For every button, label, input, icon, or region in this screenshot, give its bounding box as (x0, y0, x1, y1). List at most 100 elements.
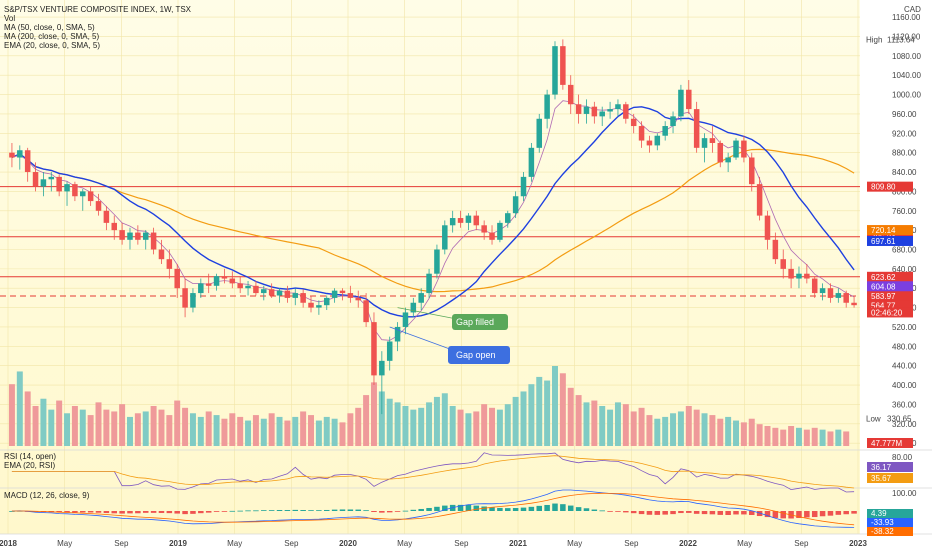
candle-body (166, 259, 173, 269)
price-tick-label: 640.00 (892, 265, 917, 274)
legend-rsi-ema: EMA (20, RSI) (4, 461, 55, 470)
x-tick-label: 2022 (679, 539, 697, 548)
volume-bar (677, 411, 684, 446)
price-tag-label: 604.08 (871, 282, 896, 291)
ma200-line (11, 148, 855, 293)
candle-body (741, 140, 747, 158)
candle-body (733, 140, 739, 158)
candle-body (221, 276, 228, 279)
volume-bar (630, 411, 637, 446)
volume-bar (229, 413, 236, 446)
volume-bar (174, 400, 181, 446)
level-tag (867, 181, 913, 192)
candle-body (418, 293, 424, 303)
candle-body (135, 232, 141, 240)
volume-bar (355, 407, 362, 446)
volume-bar (87, 415, 94, 446)
macd-histogram-bar (709, 511, 716, 515)
volume-bar (103, 409, 110, 446)
macd-tick-label: 100.00 (892, 489, 917, 498)
macd-histogram-bar (638, 511, 645, 515)
volume-bar (315, 420, 322, 446)
candle-body (473, 215, 480, 226)
macd-histogram-bar (662, 511, 668, 515)
candle-body (497, 222, 503, 240)
macd-signal-tag (867, 527, 913, 536)
macd-histogram-bar (693, 511, 700, 514)
candle-body (536, 118, 543, 148)
macd-histogram-bar (111, 511, 118, 514)
candle-body (190, 293, 196, 308)
macd-histogram-bar (64, 511, 70, 513)
price-tick-label: 840.00 (892, 168, 917, 177)
candle-body (772, 239, 779, 260)
candle-body (505, 213, 511, 223)
price-tag-label: 720.14 (871, 226, 896, 235)
candle-body (9, 152, 15, 158)
macd-histogram-bar (119, 511, 125, 514)
volume-bar (670, 413, 677, 446)
candle-body (213, 276, 220, 286)
macd-histogram-bar (819, 511, 826, 517)
candle-body (386, 341, 393, 361)
volume-bar (323, 416, 330, 446)
volume-bar (709, 415, 716, 446)
volume-bar (111, 411, 118, 446)
volume-bar (614, 402, 621, 446)
candle-body (198, 283, 204, 294)
candle-body (426, 273, 432, 294)
low-value: 330.65 (887, 415, 912, 424)
macd-histogram-bar (835, 511, 842, 515)
price-tick-label: 1080.00 (892, 52, 921, 61)
price-tick-label: 960.00 (892, 110, 917, 119)
macd-histogram-bar (363, 510, 369, 512)
legend-vol: Vol (4, 14, 15, 23)
volume-bar (780, 429, 787, 446)
macd-histogram-bar (481, 506, 487, 511)
candle-body (363, 300, 369, 323)
candle-body (174, 268, 180, 289)
volume-bar (331, 418, 338, 446)
macd-histogram-bar (292, 509, 299, 511)
macd-signal-line (11, 492, 855, 526)
macd-histogram-bar (300, 510, 306, 511)
candle-body (323, 297, 330, 306)
macd-hist-label: 4.39 (871, 509, 887, 518)
macd-histogram-bar (229, 510, 236, 512)
macd-line (11, 489, 855, 528)
candle-body (379, 360, 385, 376)
macd-histogram-bar (552, 503, 558, 511)
volume-bar (788, 426, 795, 446)
volume-bar (599, 406, 606, 446)
volume-bar (662, 416, 669, 446)
candle-body (717, 142, 724, 163)
candle-body (95, 201, 102, 211)
volume-bar (260, 418, 267, 446)
candle-body (607, 109, 613, 112)
volume-bar (654, 418, 661, 446)
volume-bar (189, 413, 196, 446)
volume-bar (496, 409, 503, 446)
candle-body (284, 290, 291, 298)
x-tick-label: Sep (624, 539, 639, 548)
candle-body (434, 249, 440, 274)
candle-body (457, 218, 464, 223)
candle-body (56, 176, 62, 192)
volume-bar (756, 424, 763, 446)
candle-body (158, 249, 165, 260)
volume-bar (292, 416, 299, 446)
macd-histogram-bar (843, 511, 849, 515)
macd-histogram-bar (166, 511, 173, 514)
volume-bar (64, 413, 71, 446)
macd-histogram-bar (174, 511, 180, 514)
price-tick-label: 680.00 (892, 245, 917, 254)
macd-histogram-bar (615, 511, 621, 512)
volume-bar (764, 426, 771, 446)
volume-bar (48, 409, 55, 446)
macd-histogram-bar (182, 511, 188, 515)
candle-body (843, 293, 849, 303)
legend-macd: MACD (12, 26, close, 9) (4, 491, 90, 500)
macd-histogram-bar (457, 504, 464, 511)
